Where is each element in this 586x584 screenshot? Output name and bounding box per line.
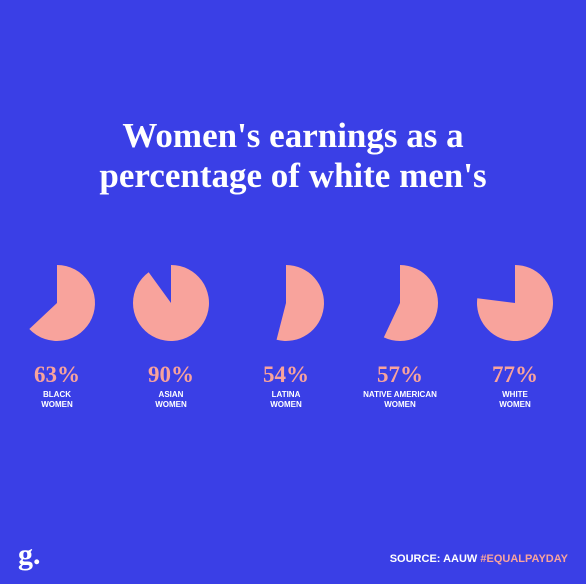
logo: g.: [18, 538, 41, 571]
pie-slice: [29, 265, 95, 342]
value-label: 54%: [263, 362, 309, 387]
pie-slice: [276, 265, 324, 341]
value-label: 90%: [148, 362, 194, 387]
category-label: BLACK WOMEN: [41, 390, 73, 409]
source-text: SOURCE: AAUW: [389, 553, 478, 565]
source: SOURCE: AAUW #EQUALPAYDAY: [390, 553, 568, 565]
pie-slice: [132, 265, 209, 342]
pie-slice: [477, 265, 554, 341]
category-label: NATIVE AMERICAN WOMEN: [363, 390, 437, 409]
hashtag: #EQUALPAYDAY: [480, 553, 568, 565]
chart-title: Women's earnings as a percentage of whit…: [99, 116, 487, 195]
value-label: 57%: [377, 362, 423, 387]
value-label: 77%: [492, 362, 538, 387]
category-label: WHITE WOMEN: [499, 390, 531, 409]
value-label: 63%: [34, 362, 80, 387]
category-label: LATINA WOMEN: [270, 390, 302, 409]
category-label: ASIAN WOMEN: [155, 390, 187, 409]
pie-slice: [383, 265, 438, 341]
